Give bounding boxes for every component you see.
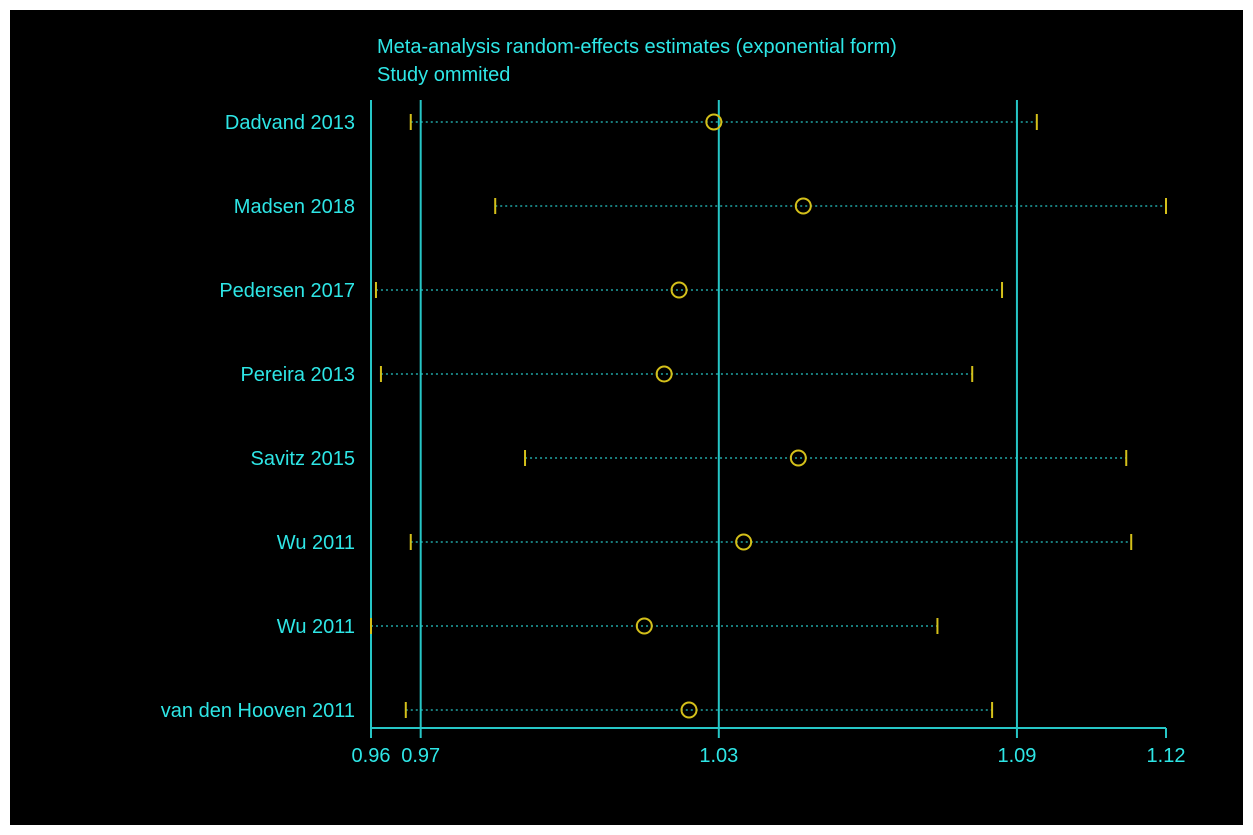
- study-label: Pereira 2013: [240, 364, 355, 386]
- study-label: Savitz 2015: [250, 448, 355, 470]
- x-tick-label: 0.96: [352, 745, 391, 767]
- study-row: Pedersen 2017: [219, 280, 1004, 302]
- study-label: van den Hooven 2011: [161, 700, 355, 722]
- estimate-point: [794, 197, 812, 215]
- estimate-point: [655, 365, 673, 383]
- chart-subtitle: Study ommited: [377, 64, 510, 86]
- study-row: van den Hooven 2011: [161, 700, 994, 722]
- estimate-point: [635, 617, 653, 635]
- estimate-point: [705, 113, 723, 131]
- estimate-point: [735, 533, 753, 551]
- study-row: Pereira 2013: [240, 364, 974, 386]
- study-row: Dadvand 2013: [225, 112, 1038, 134]
- forest-plot: Meta-analysis random-effects estimates (…: [161, 36, 1186, 767]
- study-row: Madsen 2018: [234, 196, 1167, 218]
- x-axis-ticks: 0.96 0.97 1.03 1.09 1.12: [352, 728, 1186, 767]
- estimate-point: [680, 701, 698, 719]
- study-row: Savitz 2015: [250, 448, 1128, 470]
- study-label: Wu 2011: [277, 532, 355, 554]
- study-label: Wu 2011: [277, 616, 355, 638]
- study-label: Pedersen 2017: [219, 280, 355, 302]
- study-row: Wu 2011: [277, 532, 1133, 554]
- study-label: Madsen 2018: [234, 196, 355, 218]
- study-row: Wu 2011: [277, 616, 939, 638]
- chart-title: Meta-analysis random-effects estimates (…: [377, 36, 897, 58]
- x-tick-label: 1.03: [699, 745, 738, 767]
- estimate-point: [789, 449, 807, 467]
- reference-lines: [419, 100, 1018, 728]
- study-rows: Dadvand 2013 Madsen 2018 Pedersen 2017 Pere…: [161, 112, 1167, 722]
- x-tick-label: 0.97: [401, 745, 440, 767]
- x-tick-label: 1.09: [997, 745, 1036, 767]
- estimate-point: [670, 281, 688, 299]
- chart-canvas: Meta-analysis random-effects estimates (…: [10, 10, 1243, 825]
- axes: [370, 100, 1166, 729]
- x-tick-label: 1.12: [1147, 745, 1186, 767]
- study-label: Dadvand 2013: [225, 112, 355, 134]
